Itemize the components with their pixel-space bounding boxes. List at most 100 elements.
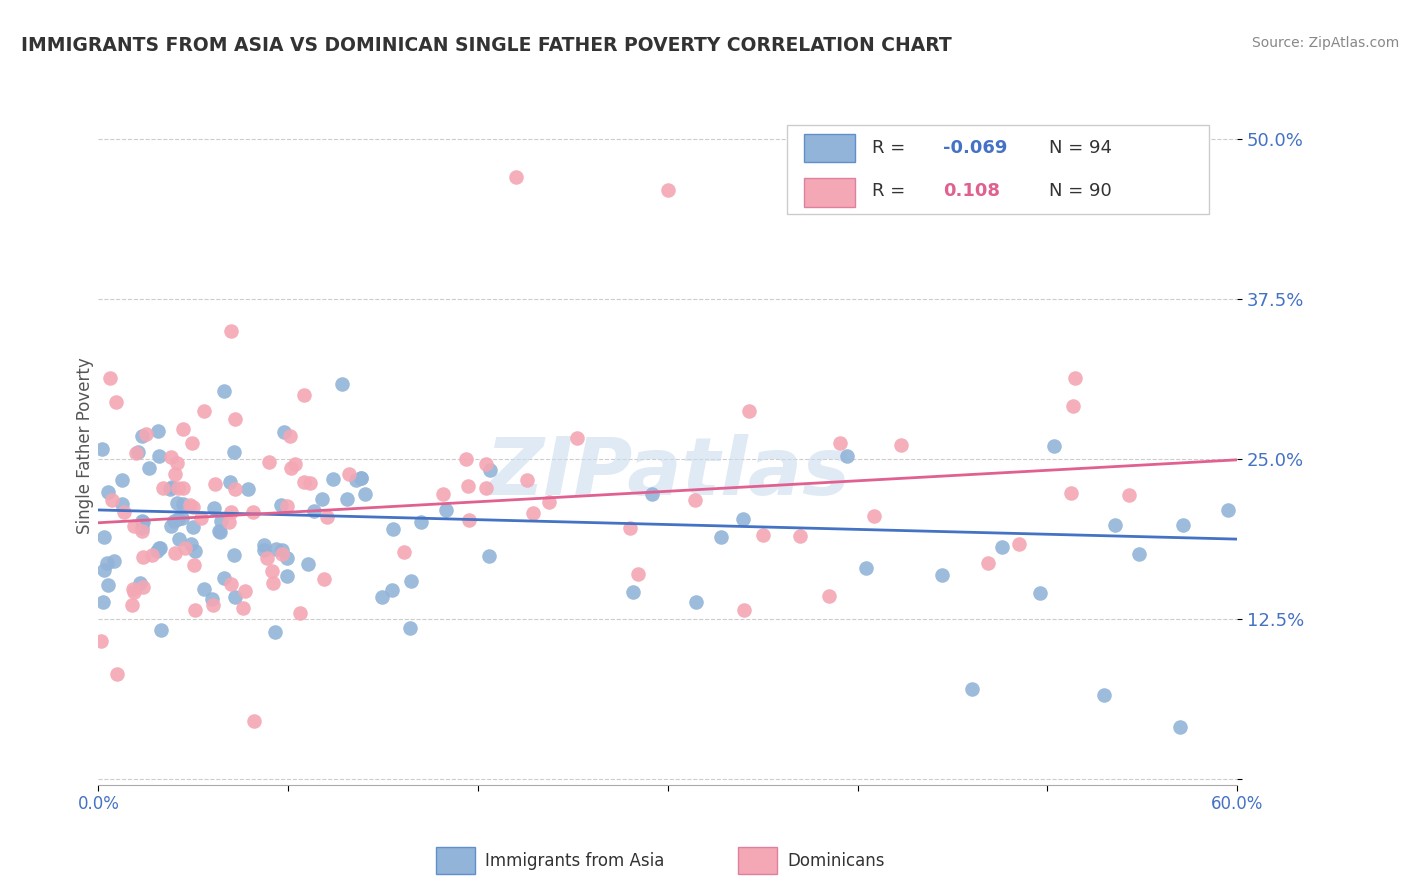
Point <box>399 621 422 635</box>
Point <box>201 592 224 607</box>
Point <box>224 412 246 426</box>
Point <box>111 498 134 512</box>
Point <box>166 496 188 510</box>
Point <box>960 681 983 696</box>
Point <box>127 445 149 459</box>
Point <box>146 544 169 558</box>
Point <box>977 556 1000 570</box>
Point <box>292 387 315 401</box>
Y-axis label: Single Father Poverty: Single Father Poverty <box>76 358 94 534</box>
Point <box>457 479 479 493</box>
Text: N = 94: N = 94 <box>1049 139 1112 157</box>
Point <box>332 376 354 391</box>
Point <box>685 595 707 609</box>
Point <box>276 499 298 513</box>
Point <box>132 580 155 594</box>
Point <box>311 492 333 507</box>
Point <box>160 450 183 464</box>
Point <box>1128 547 1150 561</box>
Point <box>174 541 197 555</box>
Point <box>278 429 301 443</box>
Point <box>193 404 215 418</box>
Point <box>855 561 877 575</box>
Point <box>131 521 153 535</box>
Point <box>105 666 128 681</box>
Point <box>565 431 588 445</box>
Point <box>219 505 242 519</box>
Point <box>138 460 160 475</box>
Point <box>183 558 205 573</box>
Point <box>90 633 112 648</box>
Point <box>238 483 260 497</box>
Point <box>270 547 292 561</box>
Point <box>212 384 235 399</box>
Point <box>1029 586 1052 600</box>
Point <box>297 557 319 571</box>
Point <box>619 520 641 534</box>
Point <box>224 591 246 605</box>
Point <box>242 505 264 519</box>
FancyBboxPatch shape <box>738 847 778 874</box>
Point <box>111 473 134 487</box>
Point <box>505 170 527 185</box>
Point <box>837 449 859 463</box>
Point <box>990 541 1012 555</box>
Point <box>280 461 302 475</box>
Point <box>172 497 194 511</box>
Point <box>159 483 181 497</box>
Point <box>1063 371 1085 385</box>
Point <box>180 537 202 551</box>
Point <box>1042 439 1064 453</box>
Point <box>1060 485 1083 500</box>
Point <box>170 511 193 525</box>
Point <box>1008 537 1031 551</box>
Point <box>516 473 538 487</box>
Point <box>890 437 912 451</box>
Point <box>299 476 322 491</box>
Point <box>931 568 953 582</box>
Point <box>97 485 120 500</box>
Point <box>478 463 501 477</box>
Point <box>166 457 188 471</box>
Point <box>242 714 264 728</box>
Point <box>346 473 368 487</box>
Point <box>131 524 153 539</box>
Text: N = 90: N = 90 <box>1049 182 1112 200</box>
Point <box>264 541 287 556</box>
Point <box>789 529 811 543</box>
Point <box>122 585 145 599</box>
Point <box>302 504 325 518</box>
Point <box>456 452 478 467</box>
Point <box>163 467 186 481</box>
Point <box>180 435 202 450</box>
Point <box>184 543 207 558</box>
Point <box>121 598 143 612</box>
Point <box>256 551 278 566</box>
Point <box>184 603 207 617</box>
Point <box>657 183 679 197</box>
Point <box>166 512 188 526</box>
Point <box>284 457 307 471</box>
Point <box>101 493 124 508</box>
Point <box>219 475 242 490</box>
Point <box>1104 517 1126 532</box>
Point <box>207 524 229 539</box>
Point <box>221 324 243 338</box>
Point <box>1062 400 1084 414</box>
Point <box>131 429 153 443</box>
Point <box>132 550 155 565</box>
Point <box>337 467 360 481</box>
Point <box>1173 518 1195 533</box>
Text: Dominicans: Dominicans <box>787 852 884 870</box>
Point <box>129 575 152 590</box>
Point <box>350 471 373 485</box>
Point <box>264 625 287 640</box>
Point <box>96 556 118 570</box>
Point <box>149 541 172 555</box>
Point <box>159 518 181 533</box>
Text: ZIPatlas: ZIPatlas <box>485 434 851 512</box>
Point <box>818 589 841 603</box>
Point <box>621 584 644 599</box>
Point <box>475 481 498 495</box>
Point <box>399 574 422 588</box>
